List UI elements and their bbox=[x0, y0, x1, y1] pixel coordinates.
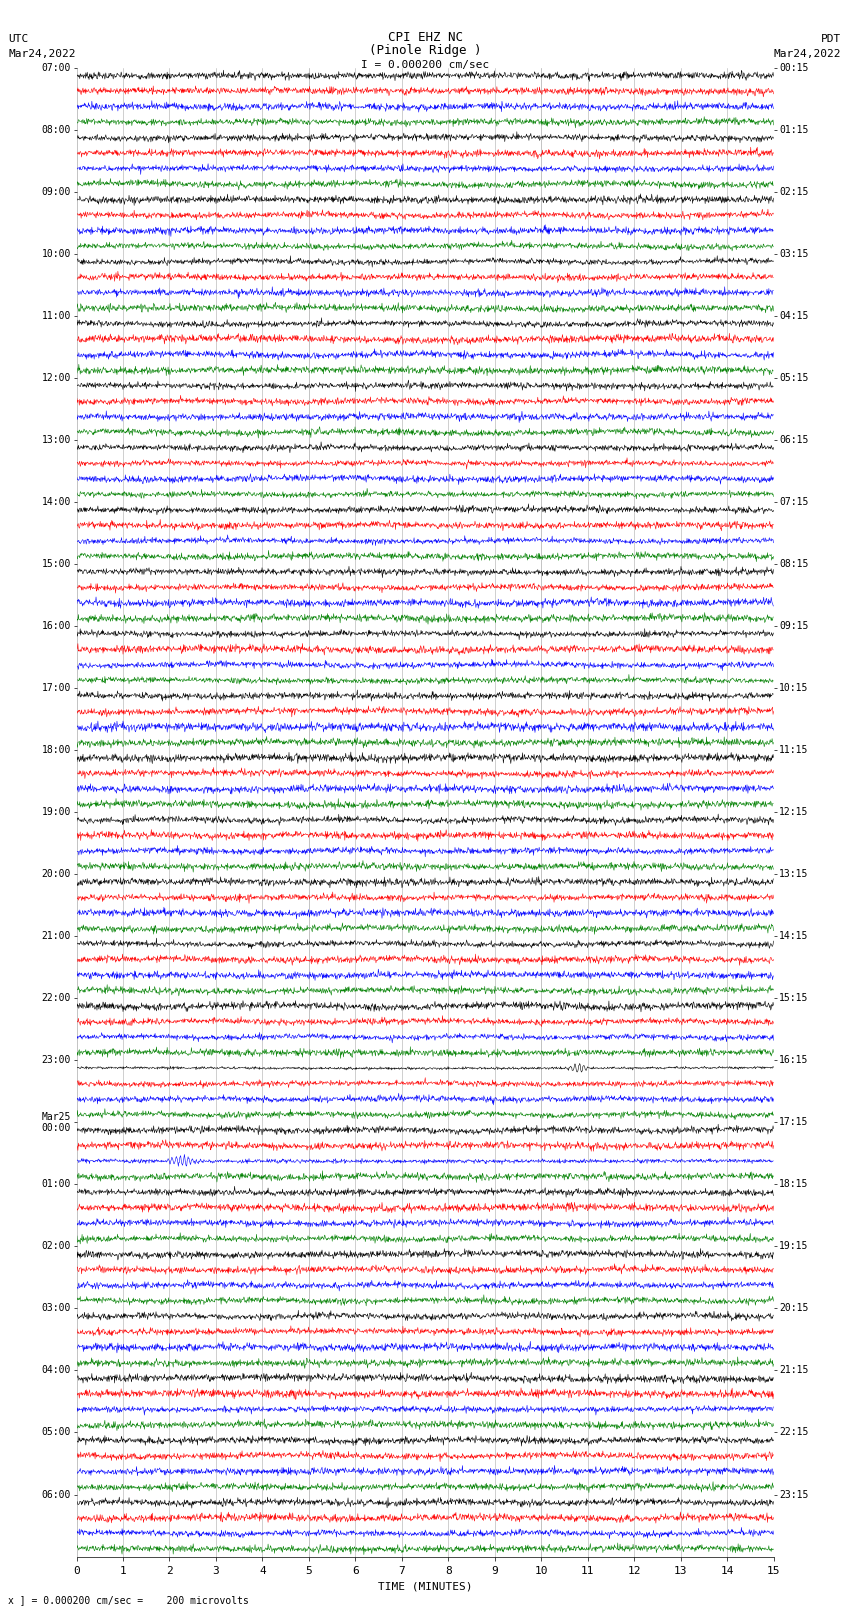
Text: UTC: UTC bbox=[8, 34, 29, 44]
Text: Mar24,2022: Mar24,2022 bbox=[774, 48, 842, 58]
Text: (Pinole Ridge ): (Pinole Ridge ) bbox=[369, 44, 481, 58]
X-axis label: TIME (MINUTES): TIME (MINUTES) bbox=[377, 1581, 473, 1590]
Text: Mar24,2022: Mar24,2022 bbox=[8, 48, 76, 58]
Text: I = 0.000200 cm/sec: I = 0.000200 cm/sec bbox=[361, 60, 489, 71]
Text: PDT: PDT bbox=[821, 34, 842, 44]
Text: CPI EHZ NC: CPI EHZ NC bbox=[388, 31, 462, 44]
Text: x ] = 0.000200 cm/sec =    200 microvolts: x ] = 0.000200 cm/sec = 200 microvolts bbox=[8, 1595, 249, 1605]
